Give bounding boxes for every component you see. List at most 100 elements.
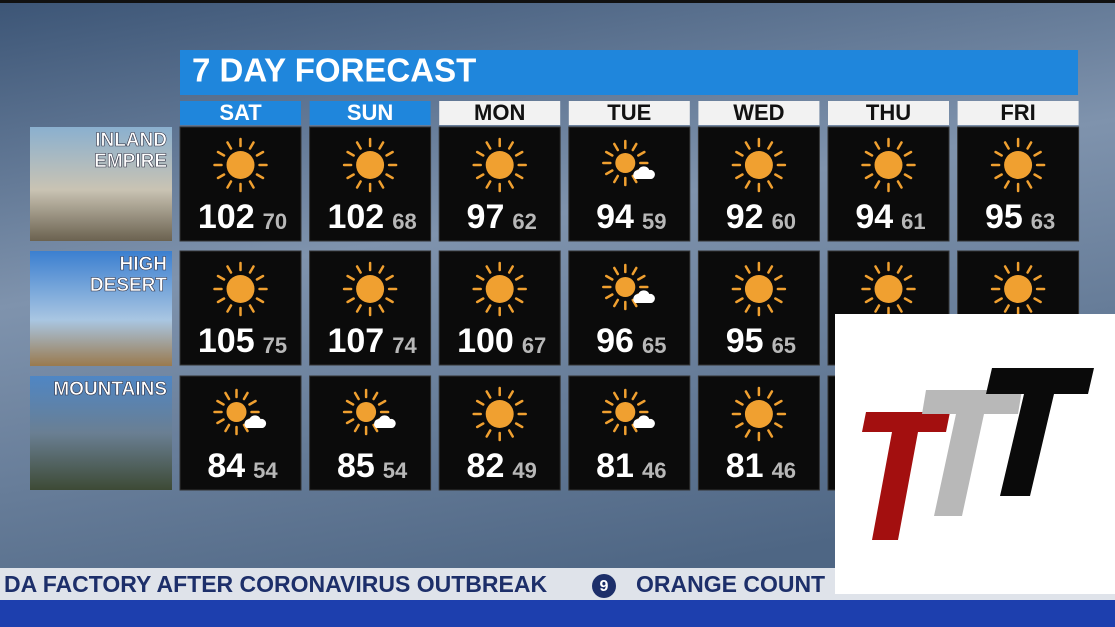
sun-ray — [1033, 150, 1042, 157]
sun-ray — [767, 429, 774, 438]
sun-ray — [994, 297, 1003, 304]
sun-ray — [604, 293, 614, 300]
sun-ray — [485, 304, 492, 313]
high-temp: 85 — [337, 447, 375, 485]
sun-ray — [216, 150, 226, 157]
sun-ray — [372, 423, 379, 433]
low-temp: 67 — [522, 333, 546, 358]
sun-ray — [774, 173, 783, 180]
high-temp: 94 — [596, 198, 634, 236]
sun-ray — [994, 173, 1003, 180]
sun-ray — [604, 150, 614, 157]
sun-ray — [631, 423, 638, 433]
sun-ray — [637, 150, 646, 157]
sun-ray — [378, 265, 385, 274]
day-label: WED — [733, 100, 784, 125]
cloud — [633, 166, 655, 179]
station-logo — [835, 314, 1115, 594]
sun-ray — [248, 399, 257, 406]
sun-ray — [255, 173, 265, 180]
sun-ray — [514, 150, 524, 157]
weather-icon — [342, 388, 396, 436]
sun-ray — [903, 297, 913, 304]
sun-ray — [735, 297, 744, 304]
sun-ray — [767, 390, 774, 399]
day-header — [828, 101, 949, 125]
high-temp: 95 — [985, 198, 1023, 236]
sun-ray — [874, 141, 881, 150]
sun-ray — [767, 180, 774, 189]
forecast-cell — [568, 375, 691, 491]
logo-t — [862, 412, 950, 540]
sun-ray — [604, 169, 614, 176]
sun-ray — [353, 423, 360, 433]
weather-icon — [213, 137, 268, 193]
weather-icon — [472, 386, 527, 442]
top-edge — [0, 0, 1115, 3]
sun-ray — [485, 390, 492, 399]
cloud — [374, 415, 396, 428]
weather-icon — [990, 261, 1046, 317]
sun-ray — [226, 265, 233, 274]
day-header — [957, 101, 1079, 125]
high-temp: 97 — [467, 198, 505, 236]
sun-ray — [604, 274, 614, 281]
weather-icon — [602, 263, 655, 311]
sun-ray — [255, 150, 265, 157]
forecast-cell — [568, 250, 691, 366]
sun-ray — [242, 391, 249, 401]
ticker-text: ORANGE COUNT — [636, 571, 825, 597]
region-label: HIGH — [120, 254, 168, 275]
weather-icon — [731, 261, 787, 317]
region-label: EMPIRE — [94, 151, 167, 172]
sun-ray — [226, 141, 233, 150]
sun — [744, 151, 773, 179]
forecast-cell — [568, 126, 691, 242]
sun-ray — [345, 418, 355, 425]
sun-ray — [345, 399, 355, 406]
sun — [226, 275, 255, 303]
high-temp: 102 — [198, 198, 255, 236]
sun-ray — [372, 391, 379, 401]
sun-ray — [774, 274, 783, 281]
title-bar — [180, 50, 1078, 95]
sun — [874, 275, 903, 303]
sun-ray — [1003, 141, 1010, 150]
high-temp: 96 — [596, 322, 634, 360]
sun-ray — [903, 150, 913, 157]
region-photo — [30, 376, 172, 490]
low-temp: 46 — [772, 458, 796, 483]
low-temp: 54 — [253, 458, 278, 483]
sun — [485, 151, 514, 179]
channel-logo — [592, 574, 616, 598]
sun-ray — [346, 150, 355, 157]
sun-ray — [637, 399, 646, 406]
sun-ray — [903, 173, 913, 180]
cloud — [244, 415, 267, 428]
sun-ray — [216, 418, 225, 425]
sun-ray — [255, 297, 265, 304]
low-temp: 75 — [263, 333, 287, 358]
region-label: MOUNTAINS — [53, 379, 167, 400]
sun-ray — [248, 180, 255, 189]
sun-ray — [346, 297, 355, 304]
sun-ray — [1003, 180, 1010, 189]
sun — [744, 400, 773, 428]
ticker-base — [0, 600, 1115, 627]
sun-ray — [767, 265, 774, 274]
sun-ray — [864, 297, 874, 304]
day-label: MON — [474, 100, 525, 125]
high-temp: 81 — [726, 447, 764, 485]
sun-ray — [1026, 265, 1033, 274]
sun-ray — [735, 422, 744, 429]
sun-ray — [224, 391, 231, 401]
sun-ray — [896, 141, 903, 150]
sun-ray — [355, 141, 362, 150]
weather-icon — [731, 137, 787, 193]
low-temp: 60 — [772, 209, 796, 234]
high-temp: 84 — [207, 447, 245, 485]
sun-ray — [514, 399, 524, 406]
weather-icon — [342, 261, 398, 317]
